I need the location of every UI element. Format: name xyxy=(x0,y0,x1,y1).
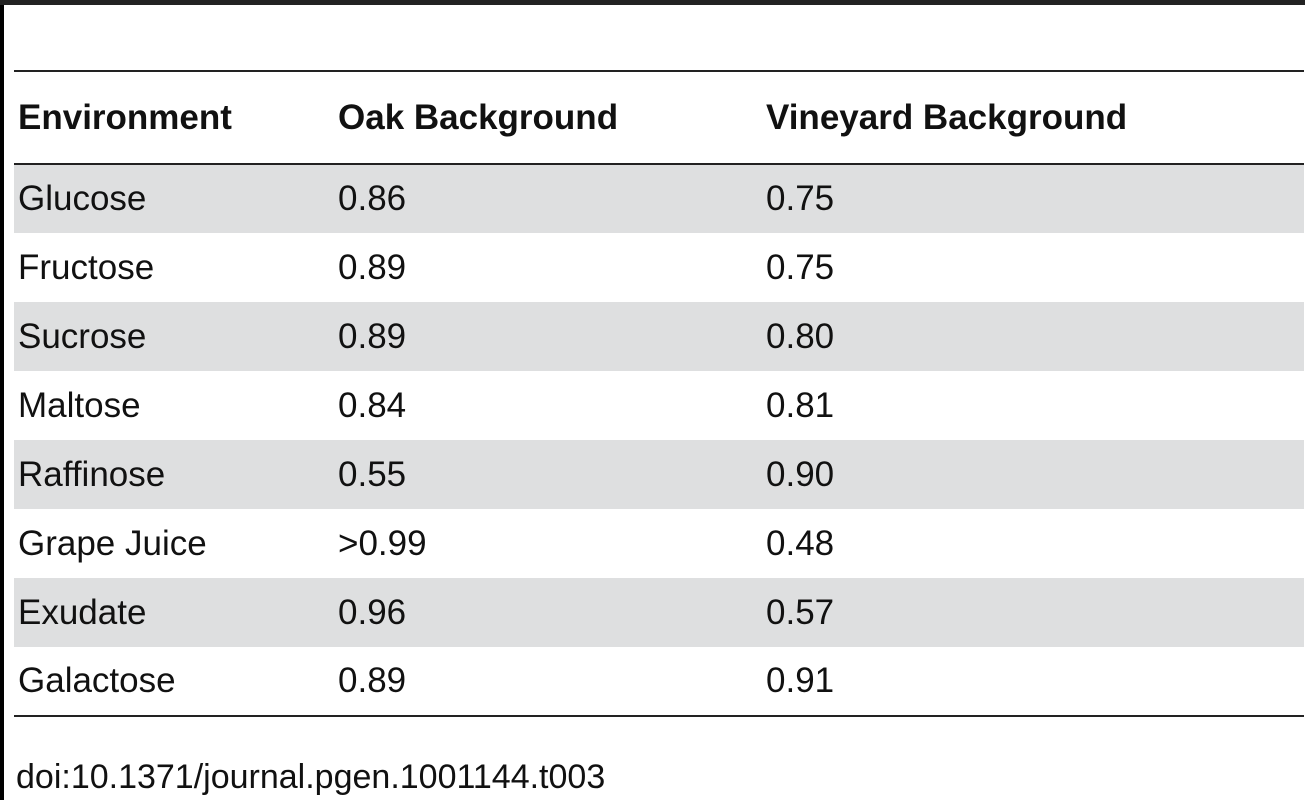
table-row: Grape Juice >0.99 0.48 xyxy=(14,509,1304,578)
cell-vineyard: 0.81 xyxy=(766,385,835,425)
cell-environment: Glucose xyxy=(14,164,334,233)
header-environment: Environment xyxy=(14,70,334,165)
cell-oak: 0.86 xyxy=(334,164,762,233)
cell-vineyard: 0.90 xyxy=(762,440,1304,509)
cell-environment: Fructose xyxy=(18,247,155,287)
cell-oak: 0.89 xyxy=(334,302,762,371)
cell-vineyard: 0.75 xyxy=(766,247,835,287)
cell-environment: Exudate xyxy=(14,578,334,647)
cell-oak: 0.96 xyxy=(334,578,762,647)
cell-vineyard: 0.57 xyxy=(762,578,1304,647)
cell-oak: 0.89 xyxy=(334,647,762,717)
cell-vineyard: 0.75 xyxy=(762,164,1304,233)
table-row: Glucose 0.86 0.75 xyxy=(14,164,1304,233)
cell-oak: 0.89 xyxy=(338,247,407,287)
table-row: Raffinose 0.55 0.90 xyxy=(14,440,1304,509)
top-rule xyxy=(0,0,1305,5)
cell-oak: 0.84 xyxy=(338,385,407,425)
cell-environment: Galactose xyxy=(14,647,334,717)
cell-environment: Maltose xyxy=(18,385,141,425)
doi-citation: doi:10.1371/journal.pgen.1001144.t003 xyxy=(16,758,606,796)
cell-oak: >0.99 xyxy=(338,523,427,563)
cell-oak: 0.55 xyxy=(334,440,762,509)
data-table: Environment Oak Background Vineyard Back… xyxy=(14,70,1304,717)
table-header-row: Environment Oak Background Vineyard Back… xyxy=(14,70,1304,165)
left-edge-rule xyxy=(0,0,4,800)
table-row: Galactose 0.89 0.91 xyxy=(14,647,1304,717)
cell-vineyard: 0.91 xyxy=(762,647,1304,717)
header-vineyard-background: Vineyard Background xyxy=(762,70,1304,165)
cell-vineyard: 0.48 xyxy=(766,523,835,563)
table-row: Exudate 0.96 0.57 xyxy=(14,578,1304,647)
cell-environment: Raffinose xyxy=(14,440,334,509)
table-row: Sucrose 0.89 0.80 xyxy=(14,302,1304,371)
cell-environment: Grape Juice xyxy=(18,523,207,563)
cell-vineyard: 0.80 xyxy=(762,302,1304,371)
header-oak-background: Oak Background xyxy=(334,70,762,165)
data-table-container: Environment Oak Background Vineyard Back… xyxy=(14,70,1304,717)
cell-environment: Sucrose xyxy=(14,302,334,371)
table-row: Maltose 0.84 0.81 xyxy=(14,371,1304,440)
table-row: Fructose 0.89 0.75 xyxy=(14,233,1304,302)
